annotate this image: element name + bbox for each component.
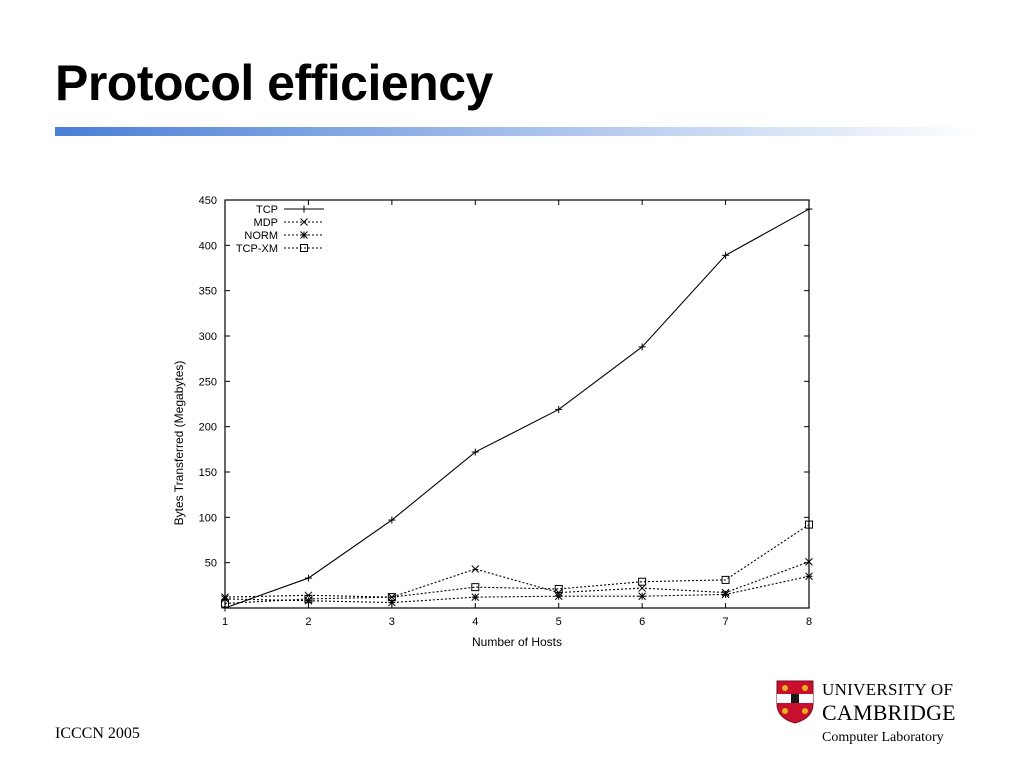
y-tick-label: 350 bbox=[199, 286, 217, 298]
slide-title: Protocol efficiency bbox=[55, 55, 493, 111]
title-underline-rule bbox=[55, 127, 980, 136]
footer-conference-label: ICCCN 2005 bbox=[55, 725, 140, 742]
legend-label-tcp-xm: TCP-XM bbox=[236, 243, 278, 255]
data-point-tcp-xm bbox=[638, 577, 647, 586]
legend-label-mdp: MDP bbox=[254, 217, 278, 229]
legend-marker-tcp-xm bbox=[300, 244, 308, 252]
series-line-tcp bbox=[224, 208, 810, 609]
data-point-tcp-xm bbox=[387, 593, 396, 602]
data-point-norm bbox=[471, 593, 480, 601]
y-tick-label: 400 bbox=[199, 240, 217, 252]
data-point-norm bbox=[554, 592, 563, 601]
chart-series bbox=[221, 205, 813, 612]
logo-cambridge: CAMBRIDGE bbox=[822, 700, 956, 725]
legend-marker-tcp bbox=[300, 205, 308, 213]
x-tick-label: 3 bbox=[389, 616, 395, 628]
plot-frame bbox=[224, 199, 810, 609]
y-tick-label: 50 bbox=[205, 558, 217, 570]
data-point-norm bbox=[304, 596, 313, 605]
data-point-norm bbox=[388, 598, 396, 607]
y-tick-label: 250 bbox=[199, 376, 217, 388]
data-point-mdp bbox=[638, 584, 646, 592]
legend-label-norm: NORM bbox=[244, 230, 278, 242]
data-point-tcp-xm bbox=[304, 594, 313, 603]
data-point-norm bbox=[221, 595, 229, 603]
data-point-tcp-xm bbox=[721, 575, 730, 584]
x-tick-label: 6 bbox=[639, 616, 645, 628]
data-point-mdp bbox=[388, 593, 396, 601]
data-point-tcp bbox=[555, 405, 563, 413]
legend-marker-mdp bbox=[300, 218, 308, 226]
data-point-tcp bbox=[471, 448, 479, 456]
data-point-tcp-xm bbox=[221, 599, 229, 608]
data-point-tcp bbox=[638, 343, 646, 351]
logo-computer-laboratory: Computer Laboratory bbox=[822, 730, 944, 745]
data-point-norm bbox=[805, 572, 813, 581]
data-point-norm bbox=[721, 590, 730, 599]
y-tick-label: 200 bbox=[199, 422, 217, 434]
series-line-norm bbox=[224, 575, 810, 604]
x-tick-label: 7 bbox=[723, 616, 729, 628]
data-point-tcp-xm bbox=[471, 583, 480, 592]
data-point-mdp bbox=[805, 557, 813, 566]
data-point-tcp bbox=[304, 574, 312, 582]
y-tick-label: 100 bbox=[199, 512, 217, 524]
x-tick-label: 8 bbox=[806, 616, 812, 628]
data-point-tcp-xm bbox=[554, 584, 563, 593]
series-line-tcp-xm bbox=[224, 524, 810, 605]
x-tick-label: 2 bbox=[305, 616, 311, 628]
data-point-mdp bbox=[471, 565, 480, 573]
legend-marker-norm bbox=[300, 231, 308, 239]
data-point-tcp bbox=[388, 516, 396, 524]
line-chart: 1 2 3 4 5 6 7 8 50 100 150 200 250 300 350 400 450 TCPMD… bbox=[172, 195, 813, 649]
chart-axes: 1 2 3 4 5 6 7 8 50 100 150 200 250 300 350 400 450 bbox=[199, 195, 812, 628]
x-tick-label: 1 bbox=[222, 616, 228, 628]
data-point-tcp bbox=[722, 251, 730, 259]
x-tick-label: 4 bbox=[472, 616, 478, 628]
university-crest-icon bbox=[776, 680, 814, 724]
x-axis-label: Number of Hosts bbox=[472, 635, 562, 649]
data-point-tcp-xm bbox=[805, 520, 813, 529]
data-point-tcp bbox=[805, 205, 813, 213]
series-line-mdp bbox=[224, 561, 810, 598]
x-tick-label: 5 bbox=[556, 616, 562, 628]
data-point-norm bbox=[638, 592, 646, 601]
legend-label-tcp: TCP bbox=[256, 204, 278, 216]
y-tick-label: 450 bbox=[199, 195, 217, 207]
y-tick-label: 150 bbox=[199, 467, 217, 479]
data-point-tcp bbox=[221, 604, 229, 612]
y-axis-label: Bytes Transferred (Megabytes) bbox=[172, 361, 186, 526]
logo-university-of: UNIVERSITY OF bbox=[822, 680, 954, 699]
university-logo: UNIVERSITY OF CAMBRIDGE Computer Laborat… bbox=[776, 680, 986, 750]
y-tick-label: 300 bbox=[199, 331, 217, 343]
